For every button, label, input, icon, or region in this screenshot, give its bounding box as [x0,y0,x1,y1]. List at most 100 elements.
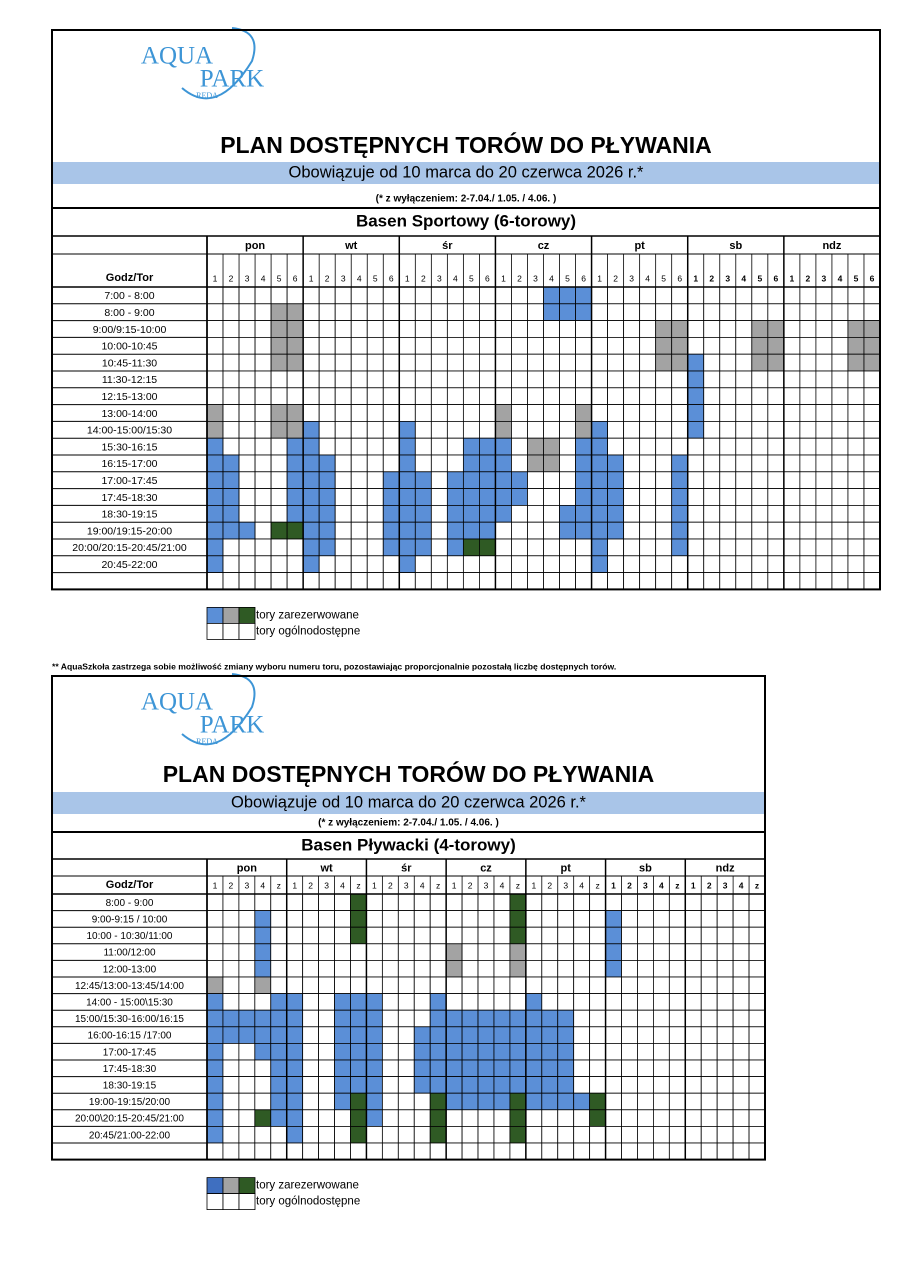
open-cell [767,555,785,573]
reserved-cell [382,471,400,489]
open-cell [462,336,480,355]
reserved-cell [206,993,224,1011]
open-cell [270,893,288,912]
open-cell [783,521,801,540]
open-cell [719,437,737,456]
reserved-cell [286,404,304,422]
day-label: pt [634,240,645,252]
open-cell [398,286,416,305]
reserved-cell [479,521,496,540]
open-cell [511,370,528,389]
open-cell [748,910,766,928]
open-cell [735,504,753,523]
open-cell [286,910,304,928]
open-cell [653,1092,670,1111]
open-cell [461,926,479,945]
reserved-cell [461,1076,479,1094]
reserved-cell [575,504,592,523]
open-cell [543,336,560,355]
lane-label: 6 [677,273,682,283]
open-cell [716,960,734,978]
open-cell [831,538,849,557]
open-cell [238,320,256,338]
lane-label: 6 [870,273,875,283]
open-cell [511,521,528,540]
open-cell [397,893,415,912]
open-cell [318,976,335,995]
reserved-cell [286,1043,304,1061]
open-cell [382,387,400,405]
open-cell [366,504,384,523]
open-cell [477,960,495,978]
reserved-cell [446,504,464,523]
reserved-cell [541,1076,559,1094]
lane-label: z [436,880,440,890]
reserved-cell [509,1009,527,1028]
open-cell [831,303,849,321]
open-cell [735,555,753,573]
open-cell [270,488,288,506]
open-cell [735,488,753,506]
reserved-cell [382,504,400,523]
open-cell [700,1142,718,1161]
open-cell [479,387,496,405]
lane-label: 4 [549,273,554,283]
open-cell [637,976,654,995]
open-cell [719,336,737,355]
open-cell [495,572,512,590]
open-cell [591,286,608,305]
open-cell [350,488,368,506]
open-cell [398,336,416,355]
open-cell [479,370,496,389]
legend-swatch [238,623,256,640]
open-cell [270,926,288,945]
open-cell [687,320,705,338]
reserved-cell [429,1043,447,1061]
open-cell [350,336,368,355]
reserved-cell [414,488,432,506]
open-cell [703,420,721,439]
reserved-cell [382,521,400,540]
open-cell [430,538,448,557]
open-cell [525,1142,543,1161]
open-cell [767,404,785,422]
lane-label: 4 [579,880,584,890]
open-cell [461,976,479,995]
open-cell [716,976,734,995]
open-cell [366,286,384,305]
legend-label: tory zarezerwowane [256,1180,359,1192]
open-cell [541,926,559,945]
open-cell [815,538,833,557]
time-label: 12:45/13:00-13:45/14:00 [75,981,184,992]
reserved-cell [398,538,416,557]
reserved-cell [477,1092,495,1111]
open-cell [589,1043,606,1061]
reserved-cell [541,1043,559,1061]
open-cell [366,454,384,473]
open-cell [286,926,304,945]
open-cell [767,437,785,456]
reserved-cell [270,420,288,439]
reserved-cell [270,1109,288,1127]
reserved-cell [559,521,576,540]
reserved-cell [270,993,288,1011]
reserved-cell [591,538,608,557]
open-cell [684,1109,702,1127]
open-cell [623,353,641,372]
legend-swatch [222,607,240,624]
reserved-cell [238,1026,256,1044]
open-cell [815,420,833,439]
reserved-cell [477,1026,495,1044]
open-cell [621,960,638,978]
open-cell [381,1092,399,1111]
open-cell [716,1026,734,1044]
reserved-cell [414,471,432,489]
open-cell [334,555,352,573]
lane-label: 4 [260,880,265,890]
open-cell [254,488,272,506]
reserved-cell [671,504,689,523]
reserved-cell [559,286,576,305]
open-cell [751,521,769,540]
reserved-cell [398,504,416,523]
reserved-cell [222,471,240,489]
